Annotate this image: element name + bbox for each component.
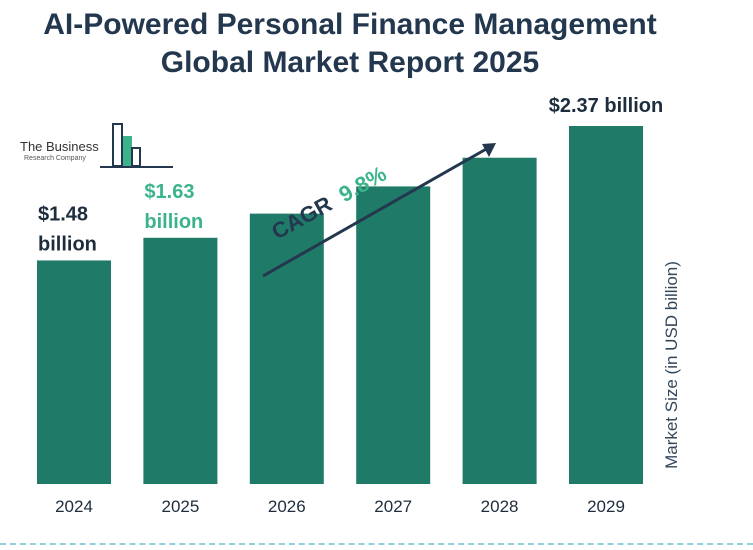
cagr-annotation: CAGR 9.8% — [262, 143, 496, 278]
bar-2026 — [249, 213, 324, 484]
chart-title-line-1: AI-Powered Personal Finance Management — [43, 8, 657, 41]
chart-title-line-2: Global Market Report 2025 — [160, 46, 540, 79]
bar-2027 — [356, 186, 431, 484]
chart-title: AI-Powered Personal Finance Management G… — [0, 6, 700, 82]
footer-divider — [0, 543, 753, 545]
x-tick-label: 2024 — [55, 497, 93, 516]
data-label-2025: $1.63 — [144, 181, 194, 203]
logo-text: The Business — [20, 139, 99, 154]
company-logo: The Business Research Company — [20, 122, 180, 172]
bar-2025 — [143, 237, 218, 484]
y-axis-label: Market Size (in USD billion) — [662, 261, 681, 469]
data-label-2024: billion — [38, 233, 97, 255]
bar-2024 — [37, 260, 111, 484]
x-tick-label: 2025 — [161, 497, 199, 516]
x-tick-label: 2026 — [268, 497, 306, 516]
data-label-2024: $1.48 — [38, 203, 88, 225]
cagr-arrow-head — [482, 143, 496, 157]
x-tick-label: 2027 — [374, 497, 412, 516]
data-label-2029: $2.37 billion — [549, 95, 663, 117]
logo-subtext: Research Company — [24, 155, 86, 162]
x-tick-label: 2029 — [587, 497, 625, 516]
cagr-arrow-line — [262, 146, 489, 278]
bar-2028 — [462, 157, 537, 485]
bar-2029 — [569, 126, 643, 484]
x-tick-label: 2028 — [481, 497, 519, 516]
data-label-2025: billion — [144, 211, 203, 233]
logo-bars-icon — [100, 123, 173, 168]
